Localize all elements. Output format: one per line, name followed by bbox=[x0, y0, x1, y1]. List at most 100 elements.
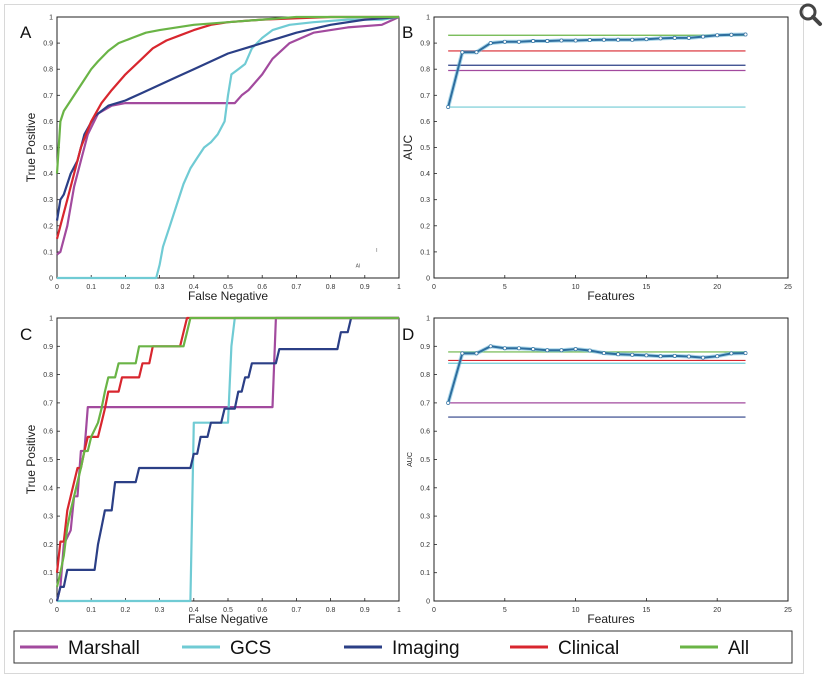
panel-a-ytick-label: 0.4 bbox=[43, 171, 53, 178]
panel-a-series-all bbox=[55, 15, 399, 174]
panel-b-letter: B bbox=[402, 23, 413, 42]
legend-label-gcs: GCS bbox=[230, 638, 271, 659]
panel-b-point bbox=[587, 38, 592, 42]
panel-a-ytick-label: 0.1 bbox=[43, 249, 53, 256]
panel-b-xtick-label: 0 bbox=[432, 284, 436, 291]
panel-d-ytick-label: 0 bbox=[426, 599, 430, 606]
panel-d-series-feature-selection-halo bbox=[446, 344, 746, 404]
panel-d-ytick-label: 0.9 bbox=[420, 344, 430, 351]
panel-a-ylabel: True Positive bbox=[24, 112, 38, 182]
panel-a-ytick-label: 0.5 bbox=[43, 145, 53, 152]
panel-b-axes-box bbox=[433, 16, 789, 279]
panel-d-point bbox=[517, 346, 521, 351]
panel-d-point bbox=[701, 355, 705, 360]
magnifier-zoom-icon[interactable] bbox=[798, 2, 824, 28]
panel-d-point bbox=[743, 351, 748, 356]
panel-a-series-imaging bbox=[55, 15, 400, 221]
panel-a-annotation: AI bbox=[356, 264, 361, 270]
panel-c-series-gcs bbox=[57, 316, 399, 603]
panel-a-series-gcs bbox=[57, 15, 400, 280]
panel-b: B 0 5 10 15 20 25 0 0.1 0.2 0.3 0.4 0.5 0.6 0.7 0.8 0.9 1… bbox=[401, 15, 792, 304]
panel-b-ytick-label: 0.2 bbox=[420, 223, 430, 230]
panel-b-xtick-label: 25 bbox=[784, 284, 792, 291]
panel-d-point bbox=[573, 347, 578, 352]
panel-c-xtick-label: 0.6 bbox=[257, 607, 267, 614]
panel-b-xlabel: Features bbox=[587, 289, 634, 303]
panel-d-point bbox=[545, 348, 550, 353]
panel-c-ytick-label: 0.7 bbox=[43, 400, 53, 407]
legend-label-all: All bbox=[728, 638, 749, 659]
panel-c-ytick-label: 0.8 bbox=[43, 372, 53, 379]
panel-d-ytick-label: 0.7 bbox=[420, 400, 430, 407]
panel-b-point bbox=[474, 50, 479, 55]
panel-b-point bbox=[531, 39, 536, 43]
panel-d-xtick-label: 5 bbox=[503, 607, 507, 614]
panel-d-point bbox=[559, 348, 564, 353]
panel-d-point bbox=[502, 346, 507, 351]
figure-frame bbox=[4, 4, 804, 674]
panel-a-letter: A bbox=[20, 23, 32, 42]
panel-d-point bbox=[531, 347, 536, 352]
panel-d: D 0 5 10 15 20 25 0 0.1 0.2 0.3 0.4 0.5 0.6 0.7 0.8 0.9 1… bbox=[402, 316, 792, 627]
panel-c-xtick-label: 0.9 bbox=[360, 607, 370, 614]
panel-c-ytick-label: 0.2 bbox=[43, 542, 53, 549]
panel-d-ytick-label: 0.2 bbox=[420, 542, 430, 549]
panel-c-ytick-label: 0.6 bbox=[43, 429, 53, 436]
panel-d-series-feature-selection bbox=[447, 345, 746, 404]
panel-b-xtick-label: 5 bbox=[503, 284, 507, 291]
panel-d-point bbox=[446, 400, 451, 405]
panel-b-point bbox=[686, 35, 691, 40]
panel-c-ylabel: True Positive bbox=[24, 424, 38, 494]
panel-c-xtick-label: 0.4 bbox=[189, 607, 199, 614]
panel-b-xtick-label: 10 bbox=[572, 284, 580, 291]
panel-c-ytick-label: 1 bbox=[49, 316, 53, 323]
panel-c-ytick-label: 0.1 bbox=[43, 570, 53, 577]
panel-d-point bbox=[644, 353, 649, 358]
panel-d-point bbox=[601, 351, 606, 356]
panel-a-xtick-label: 0 bbox=[55, 284, 59, 291]
panel-c: C 0 0.1 0.2 0.3 0.4 0.5 0.6 0.7 0.8 0.9 1 0 0.1 0.2 0.3… bbox=[20, 316, 401, 627]
panel-c-ytick-label: 0 bbox=[49, 599, 53, 606]
panel-c-xtick-label: 0.5 bbox=[223, 607, 233, 614]
panel-d-point bbox=[460, 351, 465, 356]
panel-d-point bbox=[686, 354, 691, 359]
panel-b-point bbox=[545, 39, 550, 43]
panel-b-ytick-label: 1 bbox=[426, 15, 430, 22]
legend-label-imaging: Imaging bbox=[392, 638, 460, 659]
panel-b-point bbox=[559, 38, 564, 43]
panel-d-point bbox=[658, 354, 663, 359]
panel-a-xtick-label: 0.2 bbox=[121, 284, 131, 291]
panel-b-ytick-label: 0.4 bbox=[420, 171, 430, 178]
panel-b-point bbox=[460, 50, 465, 55]
panel-a-xtick-label: 0.5 bbox=[223, 284, 233, 291]
panel-b-point bbox=[616, 37, 621, 42]
panel-d-point bbox=[616, 352, 621, 357]
panel-a-ytick-label: 0.9 bbox=[43, 41, 53, 48]
panel-d-ytick-label: 0.1 bbox=[420, 570, 430, 577]
panel-b-point bbox=[743, 32, 748, 37]
panel-a-xtick-label: 0.4 bbox=[189, 284, 199, 291]
panel-c-xtick-label: 0 bbox=[55, 607, 59, 614]
panel-b-point bbox=[601, 37, 606, 42]
panel-b-ytick-label: 0 bbox=[426, 276, 430, 283]
panel-a-axes-box bbox=[56, 16, 400, 279]
panel-d-xtick-label: 0 bbox=[432, 607, 436, 614]
panel-b-ytick-label: 0.7 bbox=[420, 93, 430, 100]
panel-b-ytick-label: 0.6 bbox=[420, 119, 430, 126]
panel-c-ytick-label: 0.9 bbox=[43, 344, 53, 351]
panel-d-xtick-label: 15 bbox=[643, 607, 651, 614]
panel-a-ytick-label: 0.8 bbox=[43, 67, 53, 74]
panel-d-point bbox=[587, 348, 592, 353]
panel-c-series-imaging bbox=[55, 316, 399, 602]
panel-b-point bbox=[715, 33, 720, 38]
panel-d-ytick-label: 1 bbox=[426, 316, 430, 323]
panel-a-series-marshall bbox=[56, 15, 400, 256]
panel-c-xtick-label: 0.3 bbox=[155, 607, 165, 614]
panel-a-ytick-label: 0.7 bbox=[43, 93, 53, 100]
panel-d-point bbox=[729, 351, 734, 356]
panel-b-point bbox=[446, 105, 451, 109]
panel-c-letter: C bbox=[20, 325, 32, 344]
panel-a-ytick-label: 0.3 bbox=[43, 197, 53, 204]
